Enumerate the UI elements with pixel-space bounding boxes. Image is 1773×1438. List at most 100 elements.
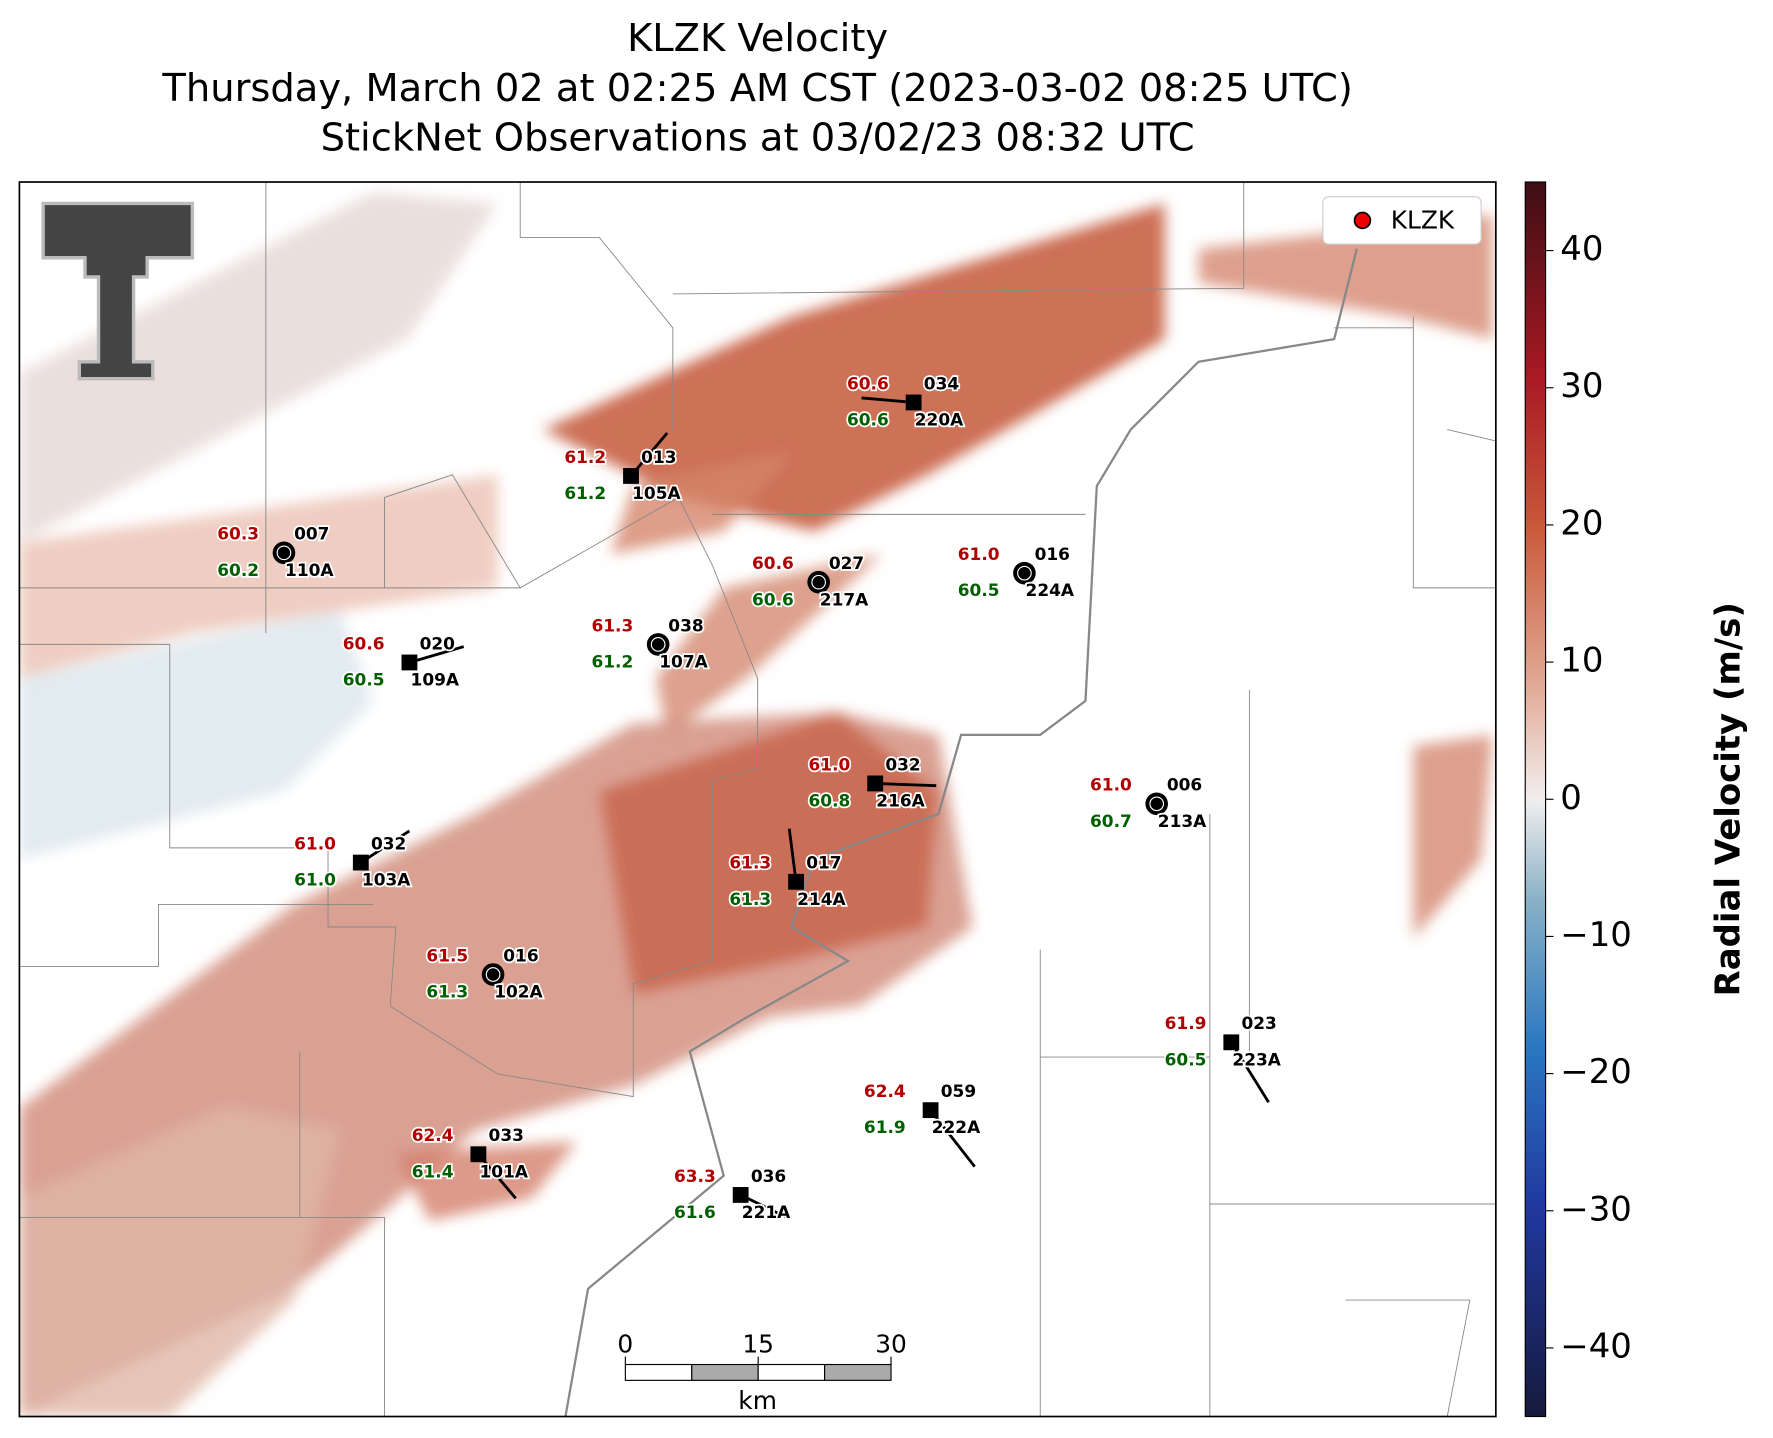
colorbar-label: Radial Velocity (m/s)	[1708, 602, 1747, 996]
station: 61.0 032 61.0 103A	[292, 829, 413, 891]
temperature: 62.4	[864, 1081, 906, 1101]
pressure-code: 034	[924, 373, 959, 393]
station-id: 105A	[632, 483, 681, 503]
dewpoint: 60.6	[752, 589, 794, 609]
pressure-code: 032	[371, 833, 406, 853]
title-line: Thursday, March 02 at 02:25 AM CST (2023…	[161, 66, 1352, 111]
dewpoint: 60.2	[217, 560, 259, 580]
wind-barb	[875, 782, 937, 788]
wind-barb	[1230, 1041, 1270, 1103]
calm-ring	[276, 545, 292, 561]
dewpoint: 61.6	[674, 1202, 716, 1222]
pressure-code: 006	[1167, 775, 1202, 795]
map-frame	[18, 181, 1497, 1418]
station-marker	[905, 394, 922, 411]
radar-echoes	[19, 192, 1493, 1417]
temperature: 61.5	[426, 945, 468, 965]
calm-ring	[1017, 565, 1032, 581]
colorbar-tick-label: 40	[1560, 229, 1603, 268]
scale-segment	[824, 1363, 892, 1381]
wind-barb	[409, 645, 465, 664]
wind-barb	[861, 396, 914, 404]
pressure-code: 013	[641, 447, 676, 467]
dewpoint: 61.3	[729, 889, 771, 909]
station-marker	[401, 654, 418, 671]
colorbar-tick-label: −30	[1560, 1189, 1632, 1228]
pressure-code: 017	[806, 853, 841, 873]
station-marker	[807, 570, 830, 594]
station-id: 217A	[820, 589, 869, 609]
station-id: 103A	[362, 870, 411, 890]
station-marker	[788, 873, 804, 890]
scale-tick-label: 0	[617, 1329, 633, 1358]
scale-unit: km	[738, 1386, 777, 1415]
station-marker	[922, 1102, 939, 1119]
scale-segment	[691, 1363, 759, 1381]
legend-label: KLZK	[1391, 206, 1455, 235]
dewpoint: 61.9	[864, 1117, 906, 1137]
station: 62.4 033 61.4 101A	[410, 1123, 531, 1200]
station-marker	[272, 541, 296, 565]
station-marker	[481, 963, 505, 986]
colorbar-tick-label: 0	[1560, 778, 1582, 817]
dewpoint: 60.5	[958, 580, 1000, 600]
temperature: 61.9	[1165, 1013, 1207, 1033]
station-marker	[646, 633, 670, 656]
pressure-code: 032	[885, 754, 920, 774]
logo	[41, 201, 195, 381]
station-id: 216A	[876, 791, 925, 811]
colorbar-tick-label: −20	[1560, 1052, 1632, 1091]
station-marker	[867, 775, 884, 792]
station-id: 224A	[1026, 580, 1075, 600]
scale-tick-label: 30	[875, 1329, 907, 1358]
pressure-code: 027	[829, 553, 864, 573]
dewpoint: 61.0	[294, 870, 336, 890]
temperature: 63.3	[674, 1166, 716, 1186]
pressure-code: 023	[1241, 1013, 1276, 1033]
station-marker	[1145, 792, 1168, 816]
pressure-code: 016	[503, 945, 538, 965]
colorbar	[1524, 181, 1547, 1418]
temperature: 61.0	[958, 544, 1000, 564]
temperature: 61.0	[809, 754, 851, 774]
temperature: 60.3	[217, 524, 259, 544]
colorbar-tick-label: −10	[1560, 915, 1632, 954]
title-line: KLZK Velocity	[627, 16, 888, 61]
station-id: 110A	[285, 560, 334, 580]
pressure-code: 007	[294, 524, 329, 544]
station-marker	[1013, 561, 1036, 585]
station: 61.9 023 60.5 223A	[1163, 1012, 1283, 1103]
dewpoint: 60.8	[809, 791, 851, 811]
pressure-code: 038	[668, 615, 703, 635]
river	[564, 248, 1358, 1417]
scale-segment	[624, 1363, 693, 1381]
county-lines	[19, 182, 1496, 1417]
calm-ring	[1149, 796, 1165, 812]
map	[19, 182, 1496, 1417]
wind-barb	[360, 829, 411, 864]
station: 61.5 016 61.3 102A	[425, 944, 546, 1004]
pressure-code: 036	[751, 1166, 786, 1186]
pressure-code: 020	[420, 633, 455, 653]
pressure-code: 059	[941, 1081, 976, 1101]
station: 60.6 034 60.6 220A	[845, 372, 966, 432]
wind-barb	[929, 1109, 976, 1168]
station: 60.6 027 60.6 217A	[750, 551, 871, 611]
station-id: 107A	[659, 651, 708, 671]
station-id: 109A	[411, 670, 460, 690]
colorbar-tick-label: 30	[1560, 366, 1603, 405]
station-id: 222A	[932, 1117, 981, 1137]
scale-bar: 0 15 30 km	[617, 1329, 906, 1415]
temperature: 62.4	[412, 1125, 454, 1145]
temperature: 61.0	[294, 833, 336, 853]
title-line: StickNet Observations at 03/02/23 08:32 …	[321, 116, 1195, 161]
dewpoint: 61.4	[412, 1161, 454, 1181]
temperature: 60.6	[343, 633, 385, 653]
station-id: 214A	[797, 889, 846, 909]
dewpoint: 60.7	[1090, 811, 1132, 831]
station: 61.3 038 61.2 107A	[590, 614, 711, 674]
legend: KLZK	[1322, 196, 1482, 245]
station: 63.3 036 61.6 221A	[672, 1164, 793, 1224]
dewpoint: 60.6	[847, 410, 889, 430]
